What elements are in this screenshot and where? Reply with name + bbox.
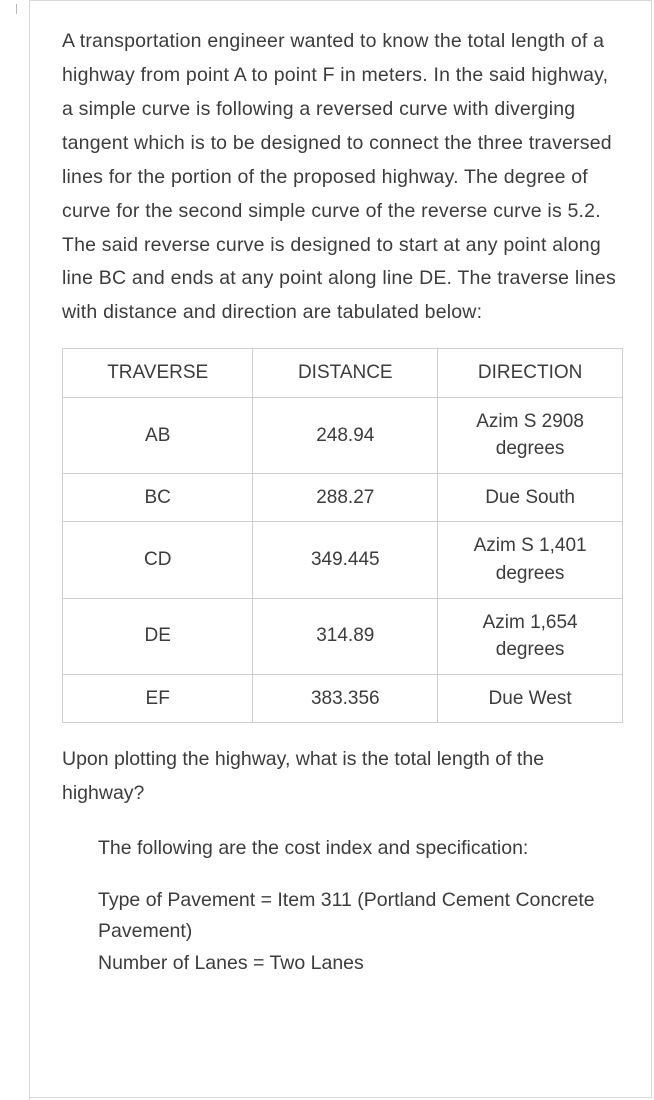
header-traverse: TRAVERSE: [63, 349, 253, 398]
cell-direction: Due West: [438, 674, 623, 723]
specification-block: The following are the cost index and spe…: [62, 833, 623, 979]
cell-direction: Due South: [438, 473, 623, 522]
table-row: CD 349.445 Azim S 1,401 degrees: [63, 522, 623, 598]
cell-distance: 248.94: [253, 397, 438, 473]
spec-line: Type of Pavement = Item 311 (Portland Ce…: [98, 885, 623, 948]
traverse-table: TRAVERSE DISTANCE DIRECTION AB 248.94 Az…: [62, 348, 623, 723]
table-header-row: TRAVERSE DISTANCE DIRECTION: [63, 349, 623, 398]
spec-line: Number of Lanes = Two Lanes: [98, 948, 623, 980]
cell-distance: 288.27: [253, 473, 438, 522]
cell-traverse: BC: [63, 473, 253, 522]
header-distance: DISTANCE: [253, 349, 438, 398]
rail-tick: [13, 4, 17, 14]
cell-traverse: AB: [63, 397, 253, 473]
cell-distance: 349.445: [253, 522, 438, 598]
header-direction: DIRECTION: [438, 349, 623, 398]
cell-distance: 314.89: [253, 598, 438, 674]
question-text: Upon plotting the highway, what is the t…: [62, 743, 623, 811]
cell-distance: 383.356: [253, 674, 438, 723]
spec-intro: The following are the cost index and spe…: [98, 833, 623, 865]
page-card: A transportation engineer wanted to know…: [30, 0, 652, 1098]
left-rail: [0, 0, 30, 1100]
table-row: BC 288.27 Due South: [63, 473, 623, 522]
cell-traverse: CD: [63, 522, 253, 598]
table-row: EF 383.356 Due West: [63, 674, 623, 723]
cell-traverse: DE: [63, 598, 253, 674]
cell-direction: Azim S 2908 degrees: [438, 397, 623, 473]
cell-traverse: EF: [63, 674, 253, 723]
table-row: AB 248.94 Azim S 2908 degrees: [63, 397, 623, 473]
problem-statement: A transportation engineer wanted to know…: [62, 25, 623, 330]
cell-direction: Azim S 1,401 degrees: [438, 522, 623, 598]
cell-direction: Azim 1,654 degrees: [438, 598, 623, 674]
table-row: DE 314.89 Azim 1,654 degrees: [63, 598, 623, 674]
